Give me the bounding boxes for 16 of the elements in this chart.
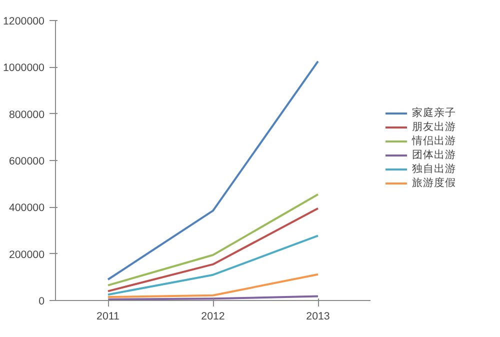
legend-label: 独自出游 <box>412 162 456 176</box>
y-tick-label: 600000 <box>8 156 45 168</box>
y-tick-label: 800000 <box>8 108 45 121</box>
y-tick-label: 1200000 <box>3 16 45 28</box>
y-tick-label: 0 <box>38 296 45 308</box>
legend-label: 情侣出游 <box>412 134 456 148</box>
legend-label: 团体出游 <box>412 148 456 162</box>
x-tick-label: 2012 <box>201 310 225 322</box>
legend-label: 朋友出游 <box>412 120 456 134</box>
y-tick-label: 200000 <box>8 248 45 261</box>
y-tick-label: 400000 <box>8 202 45 214</box>
y-tick-label: 1000000 <box>3 62 45 74</box>
x-tick-label: 2011 <box>96 310 120 322</box>
legend-label: 家庭亲子 <box>412 106 456 120</box>
legend-label: 旅游度假 <box>412 176 456 190</box>
x-tick-label: 2013 <box>306 310 330 322</box>
